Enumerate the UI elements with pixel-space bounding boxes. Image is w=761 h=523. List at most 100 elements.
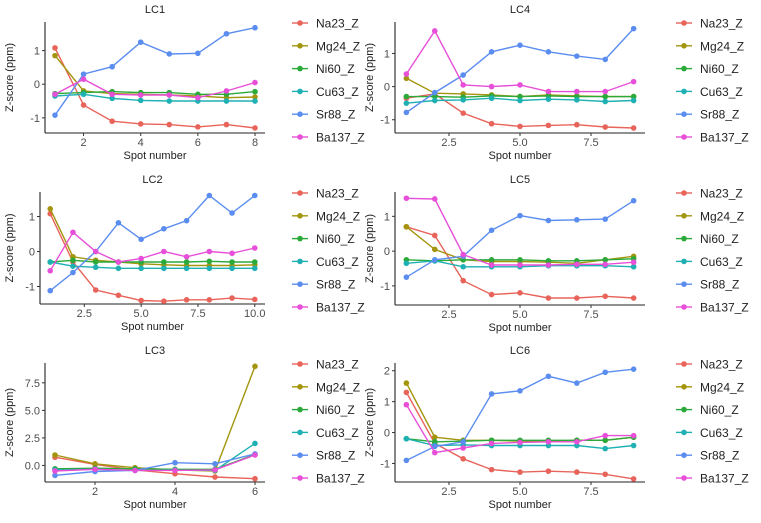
data-point-sr88_z [488, 227, 495, 234]
data-point-ba137_z [630, 78, 637, 85]
data-point-sr88_z [172, 459, 178, 466]
data-point-cu63_z [574, 97, 580, 103]
data-point-ni60_z [251, 259, 258, 265]
legend-key-point [297, 65, 303, 72]
legend-key-point [681, 361, 687, 367]
y-tick-label: -1 [30, 113, 40, 125]
data-point-ba137_z [431, 28, 438, 34]
y-axis-label: Z-score (ppm) [364, 43, 376, 112]
data-point-ba137_z [545, 439, 552, 445]
data-point-sr88_z [206, 192, 213, 199]
legend-label: Cu63_Z [700, 85, 743, 99]
y-axis-label: Z-score (ppm) [364, 388, 376, 457]
data-point-sr88_z [166, 51, 173, 57]
data-point-na23_z [517, 123, 523, 130]
legend-key-point [681, 258, 687, 265]
data-point-cu63_z [47, 259, 54, 265]
x-axis-label: Spot number [124, 150, 187, 162]
data-point-mg24_z [252, 363, 258, 370]
data-point-sr88_z [602, 369, 609, 376]
data-point-ba137_z [212, 467, 218, 473]
legend-label: Sr88_Z [700, 108, 739, 122]
legend-item: Mg24_Z [292, 39, 360, 53]
chart-title: LC6 [510, 345, 530, 357]
data-point-na23_z [252, 125, 258, 131]
x-tick-label: 2 [92, 486, 98, 498]
legend-key-point [681, 20, 687, 26]
y-tick-label: 2.5 [25, 433, 40, 445]
data-point-na23_z [251, 296, 258, 303]
data-point-na23_z [488, 120, 495, 127]
data-point-ba137_z [488, 262, 495, 268]
data-point-sr88_z [223, 30, 230, 37]
series-line-ba137_z [49, 231, 255, 272]
data-point-ba137_z [545, 88, 552, 95]
data-point-na23_z [545, 122, 552, 129]
data-point-ba137_z [488, 440, 495, 447]
data-point-cu63_z [602, 98, 609, 105]
legend-key-point [297, 475, 303, 481]
data-point-na23_z [431, 232, 438, 239]
data-point-ba137_z [431, 196, 438, 202]
data-point-ba137_z [252, 452, 258, 458]
x-axis-label: Spot number [489, 499, 552, 511]
data-point-cu63_z [223, 98, 230, 104]
legend-key-point [297, 258, 303, 265]
data-point-cu63_z [92, 264, 99, 271]
data-point-sr88_z [488, 391, 495, 397]
data-point-cu63_z [161, 265, 167, 272]
data-point-ba137_z [166, 92, 173, 98]
legend-item: Cu63_Z [292, 255, 359, 269]
legend-label: Na23_Z [700, 358, 743, 372]
legend: Na23_Z Mg24_Z Ni60_Z Cu63_Z Sr88_Z Ba137_Z [676, 187, 749, 315]
legend-label: Mg24_Z [700, 39, 744, 53]
series-line-sr88_z [54, 27, 256, 116]
chart-panel-lc3: LC3 2 4 6 0.0 2.5 5.0 7.5 Spot number Z-score (pp… [4, 345, 365, 511]
y-tick-label: -1 [380, 458, 390, 470]
data-point-sr88_z [229, 210, 235, 216]
legend-item: Mg24_Z [676, 380, 744, 394]
legend: Na23_Z Mg24_Z Ni60_Z Cu63_Z Sr88_Z Ba137_Z [292, 17, 365, 145]
data-point-cu63_z [70, 263, 76, 270]
legend-label: Mg24_Z [316, 209, 360, 223]
legend-key-point [681, 452, 687, 459]
x-tick-label: 5.0 [133, 308, 148, 320]
x-tick-label: 5.0 [512, 137, 527, 149]
data-point-mg24_z [403, 75, 410, 82]
data-point-ni60_z [403, 93, 410, 100]
legend-label: Cu63_Z [316, 255, 359, 269]
legend-key-point [681, 384, 687, 390]
data-point-cu63_z [80, 91, 87, 98]
data-point-na23_z [166, 121, 173, 128]
data-point-ni60_z [602, 437, 609, 444]
data-point-na23_z [517, 469, 523, 475]
legend-key-point [297, 20, 303, 26]
data-point-sr88_z [517, 212, 523, 219]
data-point-na23_z [229, 295, 235, 301]
legend-item: Cu63_Z [292, 426, 359, 440]
legend-item: Ni60_Z [676, 403, 739, 417]
data-point-na23_z [206, 297, 213, 303]
legend-item: Ba137_Z [676, 131, 749, 145]
data-point-sr88_z [115, 220, 122, 226]
data-point-mg24_z [431, 434, 438, 440]
chart-title: LC5 [510, 174, 530, 186]
y-tick-label: 0 [29, 247, 35, 259]
data-point-ba137_z [431, 449, 438, 456]
series-line-sr88_z [49, 194, 256, 292]
y-tick-label: 0.0 [25, 460, 40, 472]
data-point-na23_z [161, 298, 167, 305]
series-line-na23_z [49, 213, 255, 302]
x-axis-label: Spot number [121, 321, 184, 333]
data-point-ba137_z [630, 432, 637, 439]
data-point-sr88_z [70, 269, 76, 276]
legend-item: Ni60_Z [292, 62, 355, 76]
chart-panel-lc5: LC5 2.5 5.0 7.5 -1 0 1 Spot number Z-score (ppm)… [364, 174, 749, 334]
data-point-ni60_z [602, 257, 609, 263]
series-line-ni60_z [50, 259, 255, 263]
data-point-cu63_z [517, 97, 523, 104]
data-point-ni60_z [488, 257, 495, 263]
data-point-cu63_z [206, 265, 213, 272]
data-point-ba137_z [403, 401, 410, 408]
data-point-ba137_z [195, 94, 201, 101]
